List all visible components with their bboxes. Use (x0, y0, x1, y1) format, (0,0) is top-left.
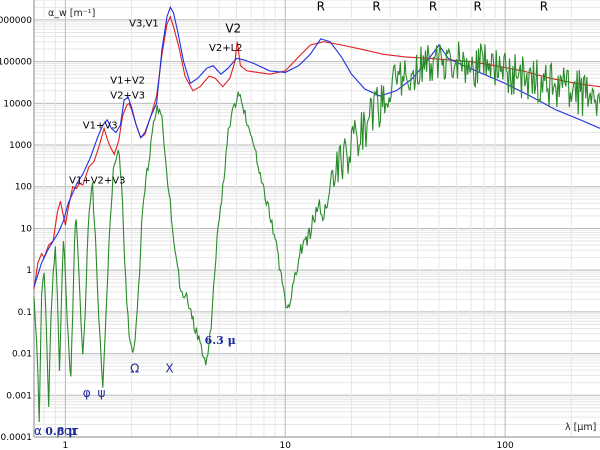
series-layer (33, 6, 600, 423)
band-annotation: R (540, 0, 548, 13)
y-tick-label: 0.1 (18, 308, 32, 318)
x-tick-label: 10 (280, 441, 292, 450)
feature-annotation: ψ (98, 386, 106, 400)
band-annotation: V1+V2+V3 (69, 175, 125, 186)
x-axis-label: λ [μm] (565, 422, 596, 433)
grid-lines (33, 0, 600, 438)
y-tick-label: 100000 (0, 58, 32, 68)
feature-annotation: Ω (130, 362, 139, 376)
annotation-layer: V1+V2+V3V1+V3V1+V2V2+V3V3,V1V2+L2V2L2RL1… (34, 0, 548, 438)
band-annotation: R (372, 0, 380, 13)
y-tick-label: 10 (21, 224, 33, 234)
feature-annotation: 6.3 μ (205, 334, 236, 347)
band-annotation: V2 (225, 21, 241, 35)
band-annotation: V1+V2 (110, 75, 145, 86)
band-annotation: R (474, 0, 482, 13)
y-axis-label: α_w [m⁻¹] (48, 8, 95, 19)
series-line-3 (33, 41, 600, 423)
series-line-2 (33, 6, 600, 287)
band-annotation: V2+L2 (209, 43, 243, 54)
y-tick-labels: 0.0001 0.001 0.01 0.1 1 10 100 1000 10000 100000 1… (0, 16, 32, 443)
band-annotation: V2+V3 (110, 91, 145, 102)
band-annotation: V3,V1 (129, 18, 159, 29)
series-line-1 (33, 15, 600, 290)
x-tick-label: 1 (63, 441, 69, 450)
feature-annotation: ρστ (56, 424, 78, 438)
y-tick-label: 1000 (9, 141, 32, 151)
y-tick-label: 0.0001 (1, 433, 33, 443)
feature-annotation: α (34, 424, 42, 438)
y-tick-label: 100 (15, 183, 32, 193)
y-tick-label: 1 (26, 266, 32, 276)
y-tick-label: 0.001 (6, 391, 32, 401)
band-annotation: R (429, 0, 437, 13)
x-tick-labels: 1 10 100 (63, 441, 515, 450)
band-annotation: V1+V3 (83, 120, 118, 131)
y-tick-label: 10000 (3, 99, 32, 109)
feature-annotation: φ (83, 386, 91, 400)
y-tick-label: 0.01 (12, 350, 32, 360)
feature-annotation: 0.8 μ (45, 425, 76, 438)
x-tick-label: 100 (497, 441, 514, 450)
band-annotation: R (317, 0, 325, 13)
feature-annotation: X (165, 362, 173, 376)
